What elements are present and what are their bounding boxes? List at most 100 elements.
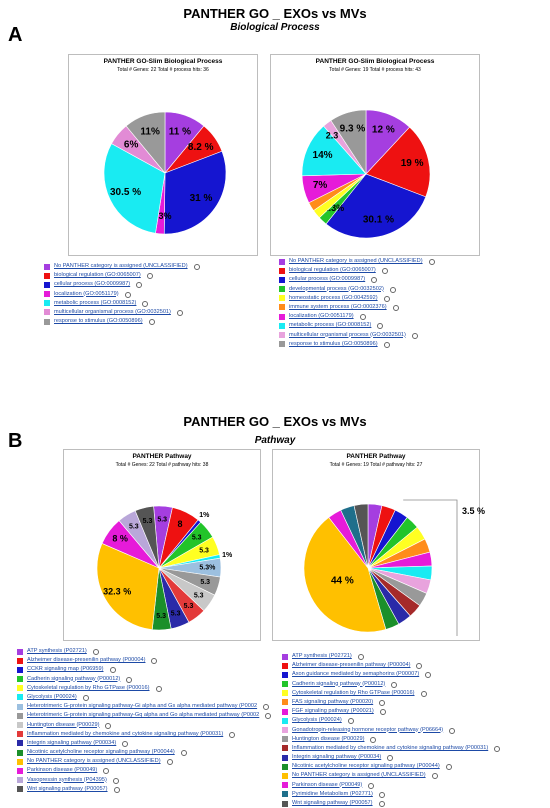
info-icon[interactable] (263, 704, 269, 711)
info-icon[interactable] (110, 667, 116, 674)
info-icon[interactable] (446, 764, 452, 771)
legend-link[interactable]: No PANTHER category is assigned (UNCLASS… (27, 758, 161, 765)
info-icon[interactable] (122, 740, 128, 747)
legend-link[interactable]: Alzheimer disease-presenilin pathway (P0… (27, 657, 146, 664)
info-icon[interactable] (136, 282, 142, 289)
legend-link[interactable]: immune system process (GO:0002376) (289, 303, 387, 310)
info-icon[interactable] (83, 694, 89, 701)
legend-link[interactable]: biological regulation (GO:0065007) (289, 267, 376, 274)
legend-link[interactable]: Integrin signaling pathway (P00034) (27, 739, 117, 746)
info-icon[interactable] (167, 759, 173, 766)
info-icon[interactable] (379, 699, 385, 706)
legend-link[interactable]: No PANTHER category is assigned (UNCLASS… (54, 263, 188, 269)
legend-link[interactable]: Huntington disease (P00029) (292, 735, 365, 742)
info-icon[interactable] (265, 713, 271, 720)
legend-link[interactable]: No PANTHER category is assigned (UNCLASS… (289, 258, 423, 264)
info-icon[interactable] (149, 319, 155, 326)
legend-link[interactable]: metabolic process (GO:0008152) (289, 322, 372, 329)
legend-link[interactable]: metabolic process (GO:0008152) (54, 299, 137, 306)
info-icon[interactable] (103, 768, 109, 775)
legend-link[interactable]: Nicotinic acetylcholine receptor signali… (292, 763, 440, 770)
legend-link[interactable]: Nicotinic acetylcholine receptor signali… (27, 749, 175, 756)
legend-link[interactable]: Huntington disease (P00029) (27, 721, 100, 728)
legend-link[interactable]: FGF signaling pathway (P00021) (292, 708, 374, 715)
legend-link[interactable]: ATP synthesis (P02721) (292, 653, 352, 659)
legend-link[interactable]: Glycolysis (P00024) (292, 717, 342, 724)
info-icon[interactable] (177, 309, 183, 316)
info-icon[interactable] (147, 273, 153, 280)
legend-link[interactable]: developmental process (GO:0032502) (289, 285, 384, 292)
legend-link[interactable]: Glycolysis (P00024) (27, 693, 77, 700)
legend-link[interactable]: FAS signaling pathway (P00020) (292, 698, 374, 705)
legend-link[interactable]: Inflammation mediated by chemokine and c… (292, 744, 489, 751)
legend-link[interactable]: CCKR signaling map (P06959) (27, 666, 104, 673)
legend-link[interactable]: multicellular organismal process (GO:003… (289, 331, 406, 338)
info-icon[interactable] (114, 786, 120, 793)
info-icon[interactable] (113, 777, 119, 784)
info-icon[interactable] (384, 341, 390, 348)
info-icon[interactable] (382, 268, 388, 275)
legend-link[interactable]: biological regulation (GO:0065007) (54, 272, 141, 279)
info-icon[interactable] (391, 681, 397, 688)
info-icon[interactable] (93, 649, 99, 655)
legend-link[interactable]: multicellular organismal process (GO:003… (54, 308, 171, 315)
info-icon[interactable] (494, 745, 500, 752)
info-icon[interactable] (105, 722, 111, 729)
info-icon[interactable] (126, 676, 132, 683)
legend-link[interactable]: Cadherin signaling pathway (P00012) (27, 675, 121, 682)
legend-link[interactable]: cellular process (GO:0009987) (54, 281, 131, 288)
info-icon[interactable] (370, 736, 376, 743)
info-icon[interactable] (384, 295, 390, 302)
info-icon[interactable] (156, 685, 162, 692)
legend-link[interactable]: homeostatic process (GO:0042592) (289, 294, 378, 301)
info-icon[interactable] (387, 755, 393, 762)
legend-link[interactable]: Vasopressin synthesis (P04395) (27, 776, 107, 783)
legend-link[interactable]: Pyrimidine Metabolism (P02771) (292, 790, 373, 797)
legend-link[interactable]: Cytoskeletal regulation by Rho GTPase (P… (27, 684, 150, 691)
legend-link[interactable]: Heterotrimeric G-protein signaling pathw… (27, 712, 260, 719)
info-icon[interactable] (229, 731, 235, 738)
info-icon[interactable] (379, 801, 385, 807)
info-icon[interactable] (432, 773, 438, 780)
legend-link[interactable]: cellular process (GO:0009987) (289, 276, 366, 283)
legend-link[interactable]: Alzheimer disease-presenilin pathway (P0… (292, 662, 411, 669)
info-icon[interactable] (348, 718, 354, 725)
legend-link[interactable]: Parkinson disease (P00049) (292, 781, 363, 788)
info-icon[interactable] (380, 709, 386, 716)
legend-link[interactable]: Inflammation mediated by chemokine and c… (27, 730, 224, 737)
info-icon[interactable] (379, 791, 385, 798)
info-icon[interactable] (181, 750, 187, 757)
info-icon[interactable] (377, 323, 383, 330)
info-icon[interactable] (194, 264, 200, 270)
info-icon[interactable] (416, 663, 422, 670)
legend-link[interactable]: Gonadotropin-releasing hormone receptor … (292, 726, 444, 733)
info-icon[interactable] (449, 727, 455, 734)
info-icon[interactable] (151, 658, 157, 665)
info-icon[interactable] (142, 300, 148, 307)
info-icon[interactable] (429, 259, 435, 265)
legend-link[interactable]: response to stimulus (GO:0050896) (54, 318, 143, 325)
legend-link[interactable]: Integrin signaling pathway (P00034) (292, 754, 382, 761)
legend-link[interactable]: Cadherin signaling pathway (P00012) (292, 680, 386, 687)
info-icon[interactable] (412, 332, 418, 339)
legend-link[interactable]: localization (GO:0051179) (54, 290, 119, 297)
info-icon[interactable] (390, 286, 396, 293)
legend-link[interactable]: response to stimulus (GO:0050896) (289, 340, 378, 347)
legend-link[interactable]: Axon guidance mediated by semaphorins (P… (292, 671, 420, 678)
legend-link[interactable]: Heterotrimeric G-protein signaling pathw… (27, 703, 258, 710)
legend-link[interactable]: Wnt signaling pathway (P00057) (292, 800, 373, 806)
info-icon[interactable] (393, 304, 399, 311)
info-icon[interactable] (371, 277, 377, 284)
legend-link[interactable]: Wnt signaling pathway (P00057) (27, 785, 108, 792)
legend-link[interactable]: ATP synthesis (P02721) (27, 648, 87, 654)
legend-link[interactable]: localization (GO:0051179) (289, 313, 354, 320)
info-icon[interactable] (125, 291, 131, 298)
info-icon[interactable] (360, 314, 366, 321)
info-icon[interactable] (368, 782, 374, 789)
legend-link[interactable]: Parkinson disease (P00049) (27, 767, 98, 774)
legend-link[interactable]: No PANTHER category is assigned (UNCLASS… (292, 772, 426, 779)
info-icon[interactable] (358, 654, 364, 660)
legend-link[interactable]: Cytoskeletal regulation by Rho GTPase (P… (292, 689, 415, 696)
info-icon[interactable] (421, 690, 427, 697)
info-icon[interactable] (425, 672, 431, 679)
